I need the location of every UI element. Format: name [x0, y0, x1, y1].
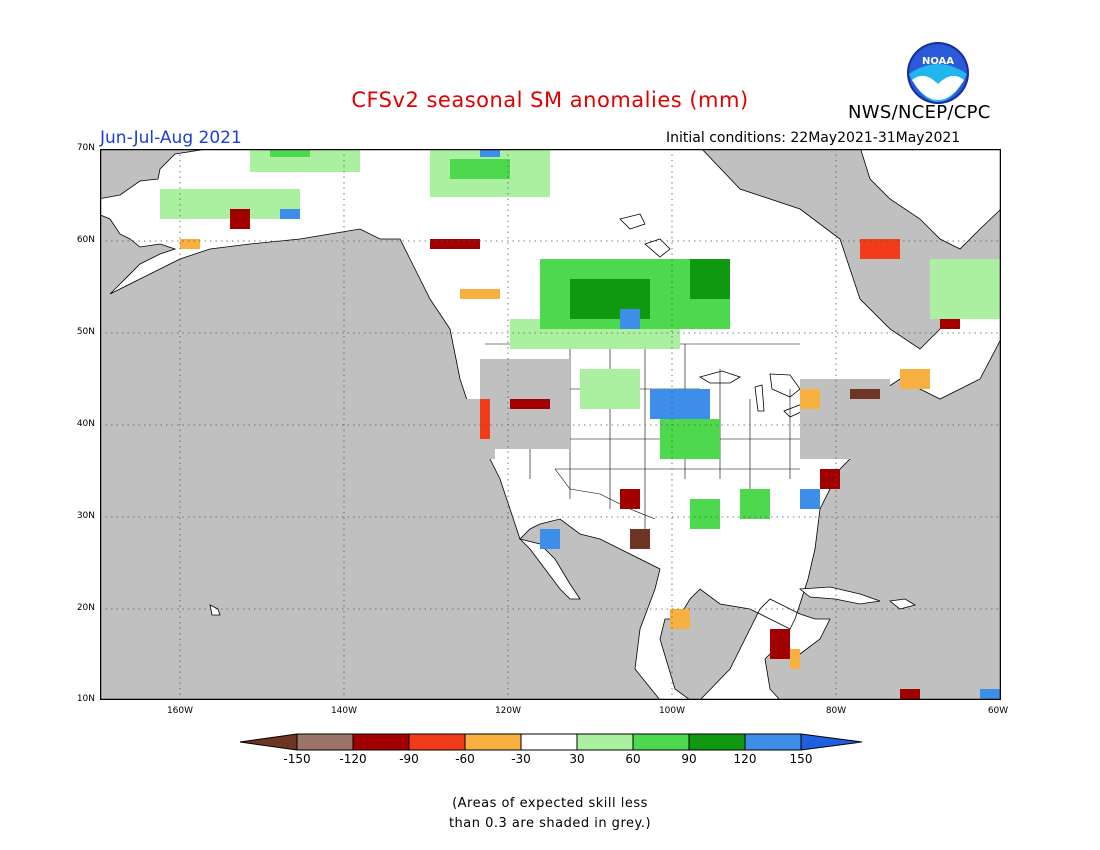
cuba-land — [798, 586, 881, 605]
colorbar-swatch — [745, 734, 801, 750]
agency-label: NWS/NCEP/CPC — [848, 102, 991, 123]
colorbar-swatch — [353, 734, 409, 750]
skill-note: (Areas of expected skill less than 0.3 a… — [300, 794, 800, 834]
lat-label: 30N — [76, 511, 95, 521]
colorbar-label: -150 — [283, 752, 311, 766]
skill-note-line-1: (Areas of expected skill less — [452, 796, 648, 811]
season-label: Jun-Jul-Aug 2021 — [100, 128, 242, 148]
graticule — [100, 149, 1001, 700]
lat-label: 20N — [76, 603, 95, 613]
colorbar-swatch — [409, 734, 465, 750]
initial-conditions-label: Initial conditions: 22May2021-31May2021 — [666, 130, 961, 146]
lat-label: 40N — [76, 419, 95, 429]
noaa-logo-text: NOAA — [922, 56, 954, 67]
colorbar-label: 30 — [569, 752, 585, 766]
baja-california-land — [518, 538, 581, 600]
colorbar-label: -120 — [339, 752, 367, 766]
lat-label: 10N — [76, 694, 95, 704]
lon-label: 140W — [330, 706, 358, 716]
anomaly-cells — [160, 149, 1000, 700]
lat-label: 60N — [76, 235, 95, 245]
colorbar-swatch — [297, 734, 353, 750]
lon-label: 120W — [494, 706, 522, 716]
lon-label: 60W — [987, 706, 1009, 716]
skill-note-line-2: than 0.3 are shaded in grey.) — [448, 816, 652, 831]
colorbar-label: 150 — [789, 752, 813, 766]
colorbar-label: -30 — [511, 752, 531, 766]
noaa-logo: NOAA — [894, 40, 982, 110]
colorbar-swatch — [689, 734, 745, 750]
colorbar-label: 90 — [681, 752, 697, 766]
colorbar-swatch — [633, 734, 689, 750]
lon-label: 80W — [825, 706, 847, 716]
colorbar-label: 120 — [733, 752, 757, 766]
colorbar-swatch — [801, 734, 862, 750]
lat-label: 70N — [76, 143, 95, 153]
map-title: CFSv2 seasonal SM anomalies (mm) — [351, 88, 749, 112]
colorbar-label: -90 — [399, 752, 419, 766]
lon-label: 100W — [658, 706, 686, 716]
colorbar-swatch — [240, 734, 297, 750]
skill-mask-areas — [455, 359, 890, 559]
greenland-land — [860, 149, 1001, 250]
colorbar-swatch — [521, 734, 577, 750]
hawaii-island — [209, 604, 221, 616]
map-frame — [100, 149, 1001, 700]
colorbar-swatch — [577, 734, 633, 750]
colorbar-swatch — [465, 734, 521, 750]
lon-label: 160W — [166, 706, 194, 716]
lat-label: 50N — [76, 327, 95, 337]
colorbar-label: 60 — [625, 752, 641, 766]
colorbar — [239, 733, 863, 751]
anomaly-map — [100, 149, 1001, 700]
hispaniola-land — [889, 598, 917, 610]
colorbar-label: -60 — [455, 752, 475, 766]
colorbar-outline — [239, 733, 863, 751]
